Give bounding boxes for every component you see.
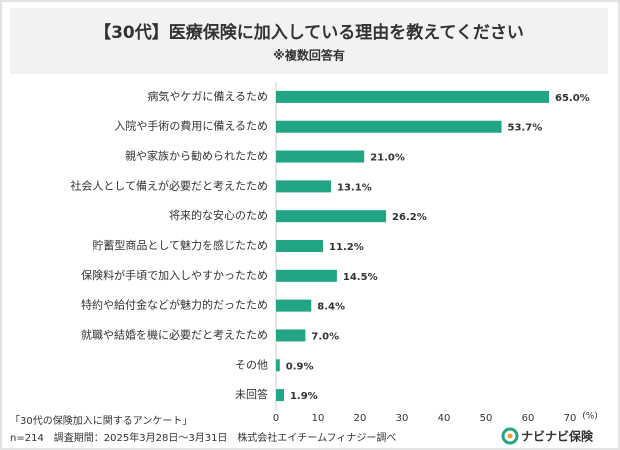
y-tick-label: 社会人として備えが必要だと考えたため xyxy=(70,178,268,192)
x-tick-label: 10 xyxy=(312,413,325,424)
bar xyxy=(276,299,312,312)
value-label: 11.2% xyxy=(329,242,364,253)
bar xyxy=(276,389,284,402)
value-label: 13.1% xyxy=(337,182,372,193)
footer-survey: 「30代の保険加入に関するアンケート」 xyxy=(10,414,192,427)
value-label: 1.9% xyxy=(290,391,318,402)
y-tick-label: 就職や結婚を機に必要だと考えたため xyxy=(81,327,268,341)
value-label: 0.9% xyxy=(286,361,314,372)
value-label: 26.2% xyxy=(392,212,427,223)
bar xyxy=(276,150,365,163)
x-unit: (%) xyxy=(582,412,598,422)
bar xyxy=(276,120,502,133)
chart-title: 【30代】医療保険に加入している理由を教えてください xyxy=(94,22,524,43)
x-tick-label: 0 xyxy=(273,413,279,424)
x-tick-label: 20 xyxy=(354,413,367,424)
y-tick-label: 入院や手術の費用に備えるため xyxy=(114,119,268,133)
chart-subtitle: ※複数回答有 xyxy=(273,48,345,63)
y-tick-label: 保険料が手頃で加入しやすかったため xyxy=(81,268,268,282)
logo-dot xyxy=(507,433,513,439)
x-tick-label: 60 xyxy=(522,413,535,424)
y-tick-label: 病気やケガに備えるため xyxy=(147,89,268,103)
x-tick-label: 30 xyxy=(396,413,409,424)
value-label: 8.4% xyxy=(317,302,345,313)
y-tick-label: 特約や給付金などが魅力的だったため xyxy=(81,298,268,312)
value-label: 53.7% xyxy=(508,123,543,134)
title-band xyxy=(10,8,608,74)
bar xyxy=(276,90,549,103)
bar xyxy=(276,180,332,193)
y-tick-label: 親や家族から勧められたため xyxy=(125,149,268,163)
bar xyxy=(276,269,337,282)
x-tick-label: 50 xyxy=(480,413,493,424)
y-tick-label: 未回答 xyxy=(235,387,268,401)
y-tick-label: 貯蓄型商品として魅力を感じたため xyxy=(92,238,268,252)
footer-details: n=214 調査期間：2025年3月28日〜3月31日 株式会社エイチームフィナ… xyxy=(10,431,396,444)
y-tick-label: その他 xyxy=(235,358,268,371)
value-label: 7.0% xyxy=(311,331,339,342)
logo: ナビナビ保険 xyxy=(521,429,594,444)
y-tick-label: 将来的な安心のため xyxy=(169,208,268,222)
value-label: 65.0% xyxy=(555,93,590,104)
bar xyxy=(276,359,280,372)
logo-icon xyxy=(501,427,519,445)
value-label: 21.0% xyxy=(370,153,405,164)
x-tick-label: 70 xyxy=(564,413,577,424)
bar xyxy=(276,329,306,342)
bar xyxy=(276,240,324,252)
bar xyxy=(276,210,387,223)
value-label: 14.5% xyxy=(343,272,378,283)
x-tick-label: 40 xyxy=(438,413,451,424)
